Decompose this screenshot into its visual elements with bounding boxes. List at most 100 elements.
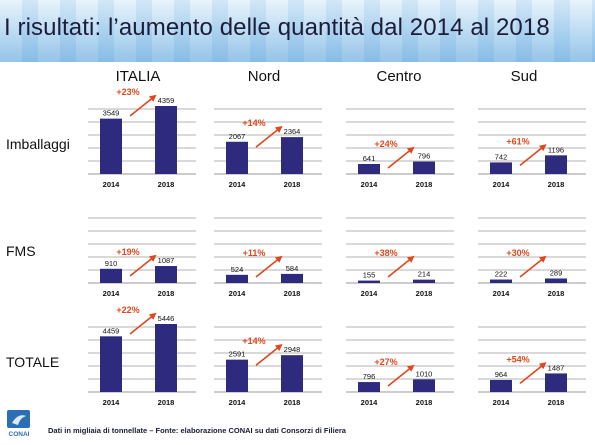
category-label: 2018	[416, 398, 433, 407]
bar-2018	[413, 379, 435, 392]
header-banner	[0, 0, 595, 62]
growth-label: +61%	[506, 136, 529, 146]
data-label: 910	[105, 259, 118, 268]
category-label: 2018	[158, 180, 175, 189]
data-label: 1196	[548, 145, 564, 154]
data-label: 2364	[284, 127, 301, 136]
growth-arrow	[519, 255, 547, 278]
bar-2014	[100, 336, 122, 392]
category-label: 2018	[548, 180, 565, 189]
growth-arrow	[129, 254, 157, 277]
category-label: 2014	[229, 398, 247, 407]
bar-2018	[155, 324, 177, 392]
bar-2018	[413, 279, 435, 283]
bar-2018	[281, 355, 303, 392]
growth-label: +19%	[116, 247, 139, 257]
data-label: 214	[418, 270, 431, 279]
category-label: 2018	[284, 398, 301, 407]
column-header-nord: Nord	[247, 68, 281, 85]
bar-2014	[358, 164, 380, 174]
chart-panel-sud-totale: 964 2014 1487 2018 +54%	[478, 326, 586, 407]
bar-2018	[545, 155, 567, 174]
column-header-centro: Centro	[376, 68, 422, 85]
data-label: 524	[231, 265, 244, 274]
bar-2014	[490, 162, 512, 174]
data-label: 5446	[158, 314, 175, 323]
chart-panel-centro-fms: 155 2014 214 2018 +38%	[346, 217, 454, 298]
data-label: 796	[418, 152, 431, 161]
growth-label: +11%	[243, 248, 266, 258]
data-label: 1010	[416, 369, 433, 378]
bar-2018	[281, 273, 303, 283]
category-label: 2014	[361, 398, 379, 407]
category-label: 2014	[229, 180, 247, 189]
chart-panel-nord-fms: 524 2014 584 2018 +11%	[214, 217, 322, 298]
bar-2018	[545, 278, 567, 283]
bar-2014	[358, 280, 380, 283]
growth-arrow	[519, 362, 547, 385]
growth-label: +27%	[374, 357, 397, 367]
growth-arrow	[387, 364, 415, 387]
bar-2018	[413, 161, 435, 174]
data-label: 584	[286, 264, 299, 273]
conai-logo: CONAI	[7, 410, 30, 438]
category-label: 2018	[416, 180, 433, 189]
chart-panel-centro-imballaggi: 641 2014 796 2018 +24%	[346, 108, 454, 189]
data-label: 4459	[103, 326, 120, 335]
growth-label: +24%	[374, 139, 397, 149]
chart-panel-sud-imballaggi: 742 2014 1196 2018 +61%	[478, 108, 586, 189]
category-label: 2018	[284, 180, 301, 189]
bar-2014	[226, 141, 248, 174]
category-label: 2018	[548, 289, 565, 298]
category-label: 2014	[103, 180, 121, 189]
bar-2014	[100, 268, 122, 283]
growth-label: +14%	[242, 336, 265, 346]
growth-label: +22%	[116, 305, 139, 315]
growth-arrow	[387, 255, 415, 278]
growth-label: +23%	[116, 87, 139, 97]
footnote: Dati in migliaia di tonnellate – Fonte: …	[48, 426, 346, 435]
data-label: 1087	[158, 256, 175, 265]
growth-arrow	[255, 125, 283, 148]
row-label-fms: FMS	[6, 243, 36, 259]
data-label: 3549	[103, 109, 120, 118]
category-label: 2018	[158, 289, 175, 298]
category-label: 2014	[493, 398, 511, 407]
category-label: 2014	[493, 289, 511, 298]
growth-label: +14%	[242, 118, 265, 128]
data-label: 742	[495, 152, 508, 161]
data-label: 289	[550, 268, 563, 277]
data-label: 2067	[229, 132, 246, 141]
bar-2018	[545, 373, 567, 392]
growth-arrow	[129, 94, 157, 117]
category-label: 2014	[103, 289, 121, 298]
category-label: 2018	[284, 289, 301, 298]
chart-panel-nord-imballaggi: 2067 2014 2364 2018 +14%	[214, 108, 322, 189]
bar-2014	[226, 274, 248, 283]
chart-panel-sud-fms: 222 2014 289 2018 +30%	[478, 217, 586, 298]
data-label: 796	[363, 372, 376, 381]
data-label: 222	[495, 270, 508, 279]
data-label: 964	[495, 370, 508, 379]
data-label: 4359	[158, 96, 175, 105]
bar-2018	[155, 106, 177, 174]
bar-2014	[100, 118, 122, 174]
column-header-italia: ITALIA	[115, 68, 161, 85]
growth-label: +54%	[506, 354, 529, 364]
page-title: I risultati: l’aumento delle quantità da…	[4, 14, 550, 41]
column-header-sud: Sud	[510, 68, 538, 85]
data-label: 2591	[229, 350, 246, 359]
category-label: 2014	[361, 289, 379, 298]
data-label: 2948	[284, 345, 301, 354]
conai-logo-text: CONAI	[9, 431, 30, 438]
category-label: 2014	[103, 398, 121, 407]
growth-arrow	[519, 144, 547, 166]
chart-panel-italia-fms: 910 2014 1087 2018 +19%	[88, 217, 196, 298]
category-label: 2018	[548, 398, 565, 407]
bar-2018	[155, 266, 177, 283]
growth-arrow	[129, 312, 157, 335]
bar-2014	[226, 359, 248, 392]
category-label: 2014	[493, 180, 511, 189]
growth-arrow	[255, 255, 283, 278]
